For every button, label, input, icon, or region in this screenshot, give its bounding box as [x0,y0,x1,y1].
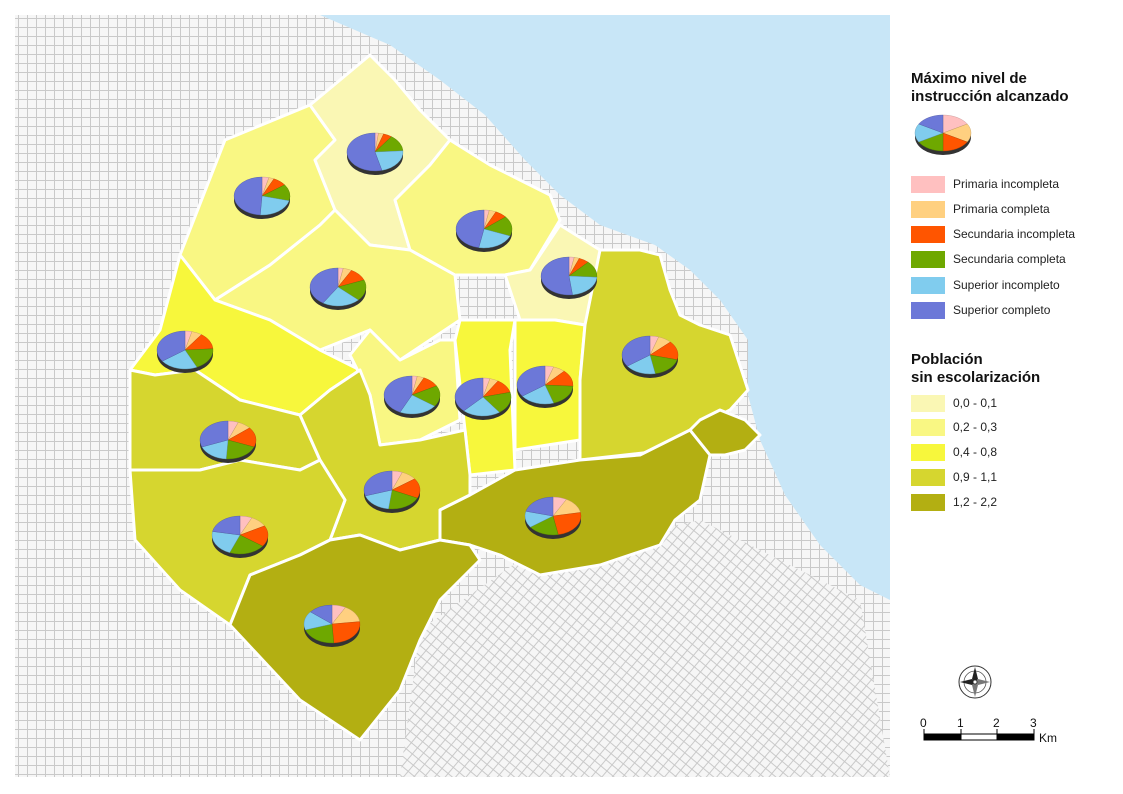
pie-district-9-slice-6 [454,377,484,412]
pie-district-2-slice-6 [346,132,383,172]
pie-district-4 [309,267,367,310]
pie-district-4-slice-5 [322,286,359,307]
swatch [911,418,945,436]
swatch [911,250,945,268]
legend-label: 0,9 - 1,1 [953,470,998,484]
pie-district-8 [383,375,441,418]
pie-district-14-slice-6 [525,496,554,517]
legend-label: Primaria incompleta [953,177,1060,191]
pie-district-7-slice-6 [621,335,651,367]
legend-label: Superior completo [953,303,1051,317]
pie-district-1-slice-5 [260,195,290,216]
legend-population-title-line2: sin escolarización [911,369,1041,386]
pie-charts [156,132,679,647]
legend-education-title-line1: Máximo nivel de [911,70,1027,87]
pie-district-15-slice-6 [310,604,333,625]
pie-district-6-slice-5 [162,349,198,370]
pie-district-12 [363,470,421,513]
pie-district-13-slice-5 [211,531,241,553]
swatch [911,443,945,461]
swatch [911,394,945,412]
pie-district-11-slice-6 [199,420,229,448]
pie-district-6 [156,330,214,373]
pie-district-9-slice-5 [463,396,500,417]
scale-unit: Km [1039,731,1057,745]
pie-district-5-slice-5 [568,275,598,296]
swatch [911,301,945,319]
legend-class-3: 0,4 - 0,8 [911,443,997,461]
legend-population-title-line1: Población [911,351,983,368]
pie-district-13 [211,515,269,558]
pie-district-3 [455,209,513,252]
legend-label: Primaria completa [953,202,1050,216]
scale-tick-0: 0 [920,716,927,730]
legend-label: 0,0 - 0,1 [953,396,998,410]
pie-district-3-slice-5 [478,228,511,249]
pie-district-15-slice-4 [305,623,334,644]
pie-district-14 [524,496,582,539]
legend-item-primaria-incompleta: Primaria incompleta [911,175,1059,193]
legend-item-superior-incompleto: Superior incompleto [911,276,1060,294]
pie-district-15-slice-3 [331,621,361,644]
pie-district-13-slice-6 [212,515,241,536]
legend-pie [914,114,972,155]
surrounding-streets-south [400,520,890,777]
swatch [911,493,945,511]
compass-icon [958,665,992,699]
pie-district-12-slice-6 [363,470,393,497]
pie-district-7 [621,335,679,378]
pie-district-6-slice-6 [156,330,186,362]
legend-label: 0,2 - 0,3 [953,420,998,434]
legend-label: Secundaria completa [953,252,1066,266]
legend-education-title: Máximo nivel de instrucción alcanzado [911,70,1069,106]
pie-district-8-slice-6 [383,375,413,413]
pie-district-11 [199,420,257,463]
district-14 [438,428,712,577]
port-area [688,408,762,457]
legend-class-5: 1,2 - 2,2 [911,493,997,511]
pie-district-1-slice-6 [233,176,263,216]
pie-district-3-slice-6 [455,209,485,248]
swatch [911,276,945,294]
legend-label: Superior incompleto [953,278,1060,292]
pie-district-5 [540,256,598,299]
legend-label: Secundaria incompleta [953,227,1076,241]
legend-item-superior-completo: Superior completo [911,301,1050,319]
legend-class-2: 0,2 - 0,3 [911,418,997,436]
swatch [911,200,945,218]
legend-class-1: 0,0 - 0,1 [911,394,997,412]
swatch [911,225,945,243]
river-water [320,15,890,600]
scale-bar [923,729,1035,741]
legend-class-4: 0,9 - 1,1 [911,468,997,486]
pie-district-1 [233,176,291,219]
pie-district-13-slice-4 [229,534,263,555]
legend-item-secundaria-completa: Secundaria completa [911,250,1066,268]
legend-item-secundaria-incompleta: Secundaria incompleta [911,225,1075,243]
legend-label: 1,2 - 2,2 [953,495,998,509]
legend-item-primaria-completa: Primaria completa [911,200,1050,218]
legend-sample-pie [914,114,972,155]
pie-district-10 [516,365,574,408]
pie-district-2-slice-5 [374,150,404,171]
swatch [911,175,945,193]
pie-district-4-slice-6 [309,267,339,304]
pie-district-9 [454,377,512,420]
legend-label: 0,4 - 0,8 [953,445,998,459]
legend-population-title: Población sin escolarización [911,351,1040,387]
pie-district-10-slice-6 [516,365,546,397]
scale-tick-1: 1 [957,716,964,730]
pie-district-15 [303,604,361,647]
scale-tick-2: 2 [993,716,1000,730]
legend-pie-slice-6 [918,114,944,134]
pie-district-14-slice-3 [552,512,582,535]
legend-education-title-line2: instrucción alcanzado [911,88,1069,105]
pie-district-5-slice-6 [540,256,573,296]
pie-district-2 [346,132,404,175]
swatch [911,468,945,486]
scale-tick-3: 3 [1030,716,1037,730]
